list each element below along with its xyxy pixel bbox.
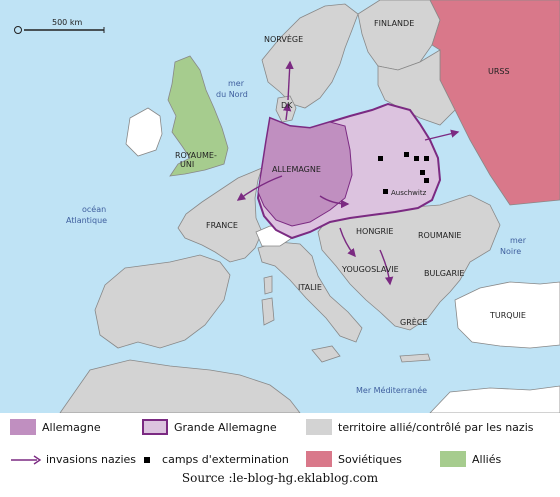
label-royaume-uni-1: ROYAUME- — [175, 151, 217, 160]
italy-land — [257, 241, 363, 343]
label-mer-noire-2: Noire — [500, 247, 521, 256]
camp-marker — [378, 156, 383, 161]
label-urss: URSS — [488, 67, 510, 76]
label-mer-du-nord-1: mer — [228, 79, 245, 88]
invasion-arrow-yugoslavia — [339, 227, 356, 258]
label-hongrie: HONGRIE — [356, 227, 393, 236]
label-allemagne: ALLEMAGNE — [272, 165, 321, 174]
label-mer-noire-1: mer — [510, 236, 527, 245]
legend-label-invasions: invasions nazies — [46, 453, 137, 466]
label-france: FRANCE — [206, 221, 238, 230]
invasion-arrow-ussr — [424, 129, 460, 141]
label-finlande: FINLANDE — [374, 19, 414, 28]
legend-item-allies: Alliés — [440, 451, 501, 467]
ussr-land — [429, 0, 560, 206]
iberia-land — [94, 254, 231, 349]
scale-bar: 500 km — [14, 18, 105, 34]
invasion-arrows — [236, 60, 460, 286]
great-britain-land — [167, 55, 229, 177]
label-roumanie: ROUMANIE — [418, 231, 461, 240]
invasion-arrow-denmark — [282, 102, 292, 121]
turkey-land — [454, 281, 560, 349]
label-norvege: NORVÈGE — [264, 33, 303, 44]
camp-marker-auschwitz — [383, 189, 388, 194]
germany-region — [257, 117, 353, 227]
label-yougoslavie: YOUGOSLAVIE — [341, 265, 399, 274]
camp-marker — [424, 156, 429, 161]
legend-item-territoire: territoire allié/contrôlé par les nazis — [306, 419, 533, 435]
map: 500 km Auschwitz FINLANDE NORVÈGE URSS D… — [0, 0, 560, 413]
crete-land — [399, 353, 431, 363]
corsica-land — [263, 275, 273, 295]
scale-bar-label: 500 km — [52, 18, 82, 27]
auschwitz-label: Auschwitz — [391, 189, 427, 197]
invasion-arrow-france — [236, 175, 283, 201]
legend-item-allemagne: Allemagne — [10, 419, 101, 435]
camp-marker — [424, 178, 429, 183]
legend-swatch-allies — [440, 451, 466, 467]
legend-label-allies: Alliés — [472, 452, 502, 466]
label-mediterranee: Mer Méditerranée — [356, 385, 427, 395]
legend-item-sovietiques: Soviétiques — [306, 451, 402, 467]
label-mer-du-nord-2: du Nord — [216, 90, 248, 99]
label-turquie: TURQUIE — [489, 311, 526, 320]
label-italie: ITALIE — [298, 283, 322, 292]
ireland-land — [125, 107, 163, 157]
sicily-land — [311, 345, 341, 363]
legend-arrow-icon — [11, 454, 42, 465]
legend-label-grande-allemagne: Grande Allemagne — [174, 420, 277, 434]
camps — [378, 152, 429, 194]
label-bulgarie: BULGARIE — [424, 269, 464, 278]
invasion-arrow-greece — [379, 249, 394, 286]
source-credit: Source :le-blog-hg.eklablog.com — [181, 471, 379, 485]
sea-labels: mer du Nord océan Atlantique mer Noire M… — [66, 79, 527, 395]
country-labels: FINLANDE NORVÈGE URSS DK ROYAUME- UNI AL… — [175, 19, 526, 327]
invasion-arrow-poland — [319, 195, 350, 209]
label-ocean-1: océan — [82, 204, 106, 214]
camp-marker — [404, 152, 409, 157]
legend-label-sovietiques: Soviétiques — [338, 452, 402, 466]
balkans-land — [317, 194, 501, 331]
camp-marker — [420, 170, 425, 175]
legend-swatch-sovietiques — [306, 451, 332, 467]
label-grece: GRÈCE — [400, 316, 427, 327]
north-africa-land — [59, 359, 301, 413]
camp-marker — [414, 156, 419, 161]
legend-label-territoire: territoire allié/contrôlé par les nazis — [338, 420, 534, 434]
western-europe-land — [177, 167, 263, 263]
legend-label-camps: camps d'extermination — [162, 453, 289, 466]
egypt-land — [429, 385, 560, 413]
invasion-arrow-norway — [285, 60, 294, 101]
label-royaume-uni-2: UNI — [180, 160, 194, 169]
label-ocean-2: Atlantique — [66, 216, 107, 225]
legend-swatch-territoire — [306, 419, 332, 435]
legend-camp-icon — [144, 456, 151, 463]
sardinia-land — [261, 297, 275, 326]
legend-swatch-grande-allemagne — [142, 419, 168, 435]
legend-swatch-allemagne — [10, 419, 36, 435]
legend-item-invasions: invasions nazies camps d'extermination — [10, 453, 289, 466]
legend-item-grande-allemagne: Grande Allemagne — [142, 419, 277, 435]
legend-label-allemagne: Allemagne — [42, 420, 101, 434]
label-dk: DK — [281, 101, 293, 110]
legend: Allemagne Grande Allemagne territoire al… — [0, 413, 560, 483]
